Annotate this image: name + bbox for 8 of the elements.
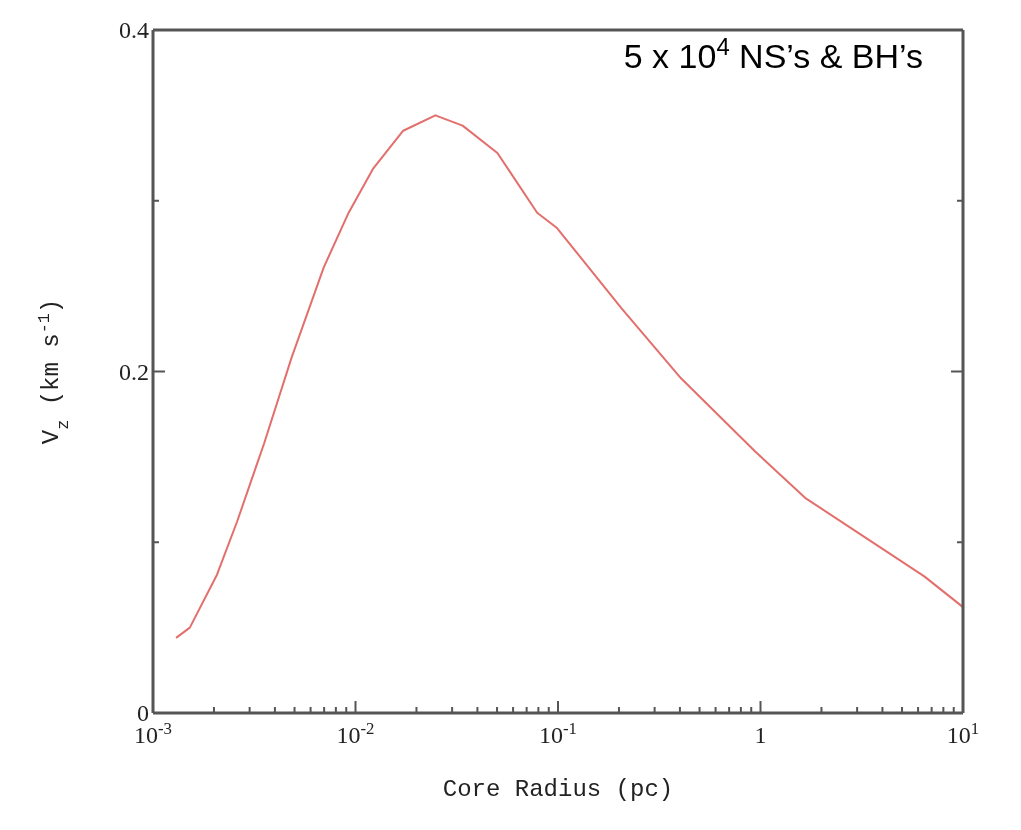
x-tick-label: 10$^{-1}$: [539, 718, 577, 748]
x-tick-label: 1: [754, 722, 767, 748]
x-tick-label: 10$^{1}$: [946, 718, 980, 748]
x-tick-label: 10$^{-2}$: [336, 718, 375, 748]
y-tick-label: 0.4: [119, 17, 149, 43]
annotation: 5 x 10$^{4}$ NS’s & BH’s: [623, 32, 923, 75]
y-tick-label: 0.2: [119, 358, 149, 385]
x-axis-title: Core Radius (pc): [442, 776, 674, 803]
